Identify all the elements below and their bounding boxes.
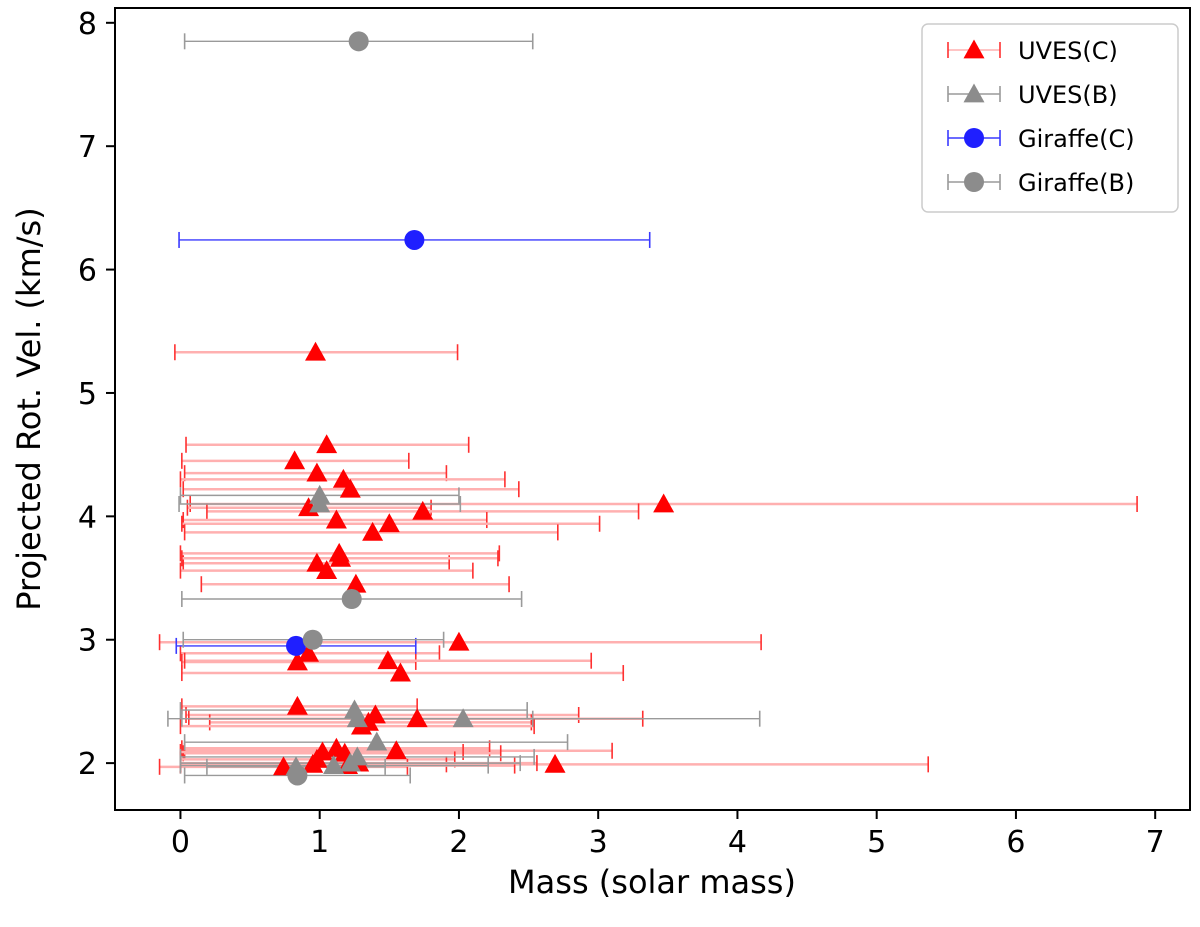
- data-point: [452, 708, 474, 728]
- data-point: [286, 695, 308, 715]
- y-tick-label: 3: [78, 624, 97, 659]
- data-point: [306, 552, 328, 572]
- x-axis-ticks: 0 1 2 3 4 5 6 7: [171, 810, 1165, 860]
- data-point: [341, 589, 362, 610]
- data-point: [298, 642, 320, 662]
- x-tick-label: 3: [589, 825, 608, 860]
- data-point: [406, 708, 428, 728]
- legend-marker: [964, 172, 984, 192]
- data-point: [404, 229, 425, 250]
- data-point: [377, 650, 399, 670]
- data-point: [378, 513, 400, 533]
- legend-marker: [963, 39, 985, 59]
- y-tick-label: 4: [78, 500, 97, 535]
- data-point: [286, 635, 307, 656]
- data-point: [339, 752, 361, 772]
- data-point: [345, 573, 367, 593]
- x-tick-label: 7: [1146, 825, 1165, 860]
- data-point: [316, 434, 338, 454]
- data-point: [325, 509, 347, 529]
- legend-marker: [964, 128, 984, 148]
- data-point: [309, 484, 331, 504]
- data-point: [323, 755, 345, 774]
- data-point: [287, 765, 308, 786]
- legend-label: Giraffe(B): [1018, 169, 1134, 197]
- data-point: [339, 478, 361, 498]
- x-tick-label: 4: [728, 825, 747, 860]
- x-tick-label: 2: [449, 825, 468, 860]
- data-point: [544, 753, 566, 773]
- data-point: [653, 493, 675, 513]
- x-tick-label: 6: [1006, 825, 1025, 860]
- data-markers: [272, 31, 675, 786]
- x-tick-label: 1: [310, 825, 329, 860]
- legend-label: Giraffe(C): [1018, 125, 1135, 153]
- data-point: [284, 450, 306, 470]
- legend-label: UVES(C): [1018, 37, 1118, 65]
- data-point: [389, 662, 411, 682]
- data-point: [302, 753, 324, 773]
- y-axis-label: Projected Rot. Vel. (km/s): [10, 207, 48, 610]
- x-tick-label: 0: [171, 825, 190, 860]
- data-point: [448, 631, 470, 651]
- plot-frame: [114, 7, 1191, 811]
- data-point: [316, 560, 338, 580]
- y-tick-label: 7: [78, 130, 97, 165]
- y-tick-label: 8: [78, 7, 97, 42]
- data-point: [306, 462, 328, 482]
- legend-box: [921, 23, 1179, 213]
- legend-marker: [963, 83, 985, 103]
- data-point: [412, 500, 434, 520]
- data-point: [366, 731, 388, 751]
- data-point: [286, 651, 308, 671]
- data-point: [362, 521, 384, 541]
- y-axis-ticks: 2 3 4 5 6 7 8: [78, 7, 115, 782]
- data-point: [346, 708, 368, 728]
- x-tick-label: 5: [867, 825, 886, 860]
- data-point: [385, 740, 407, 760]
- data-point: [305, 341, 327, 361]
- y-tick-label: 2: [78, 747, 97, 782]
- data-point: [348, 31, 369, 52]
- legend: UVES(C) UVES(B) Giraffe(C) Giraffe(B): [921, 23, 1179, 213]
- y-tick-label: 6: [78, 254, 97, 289]
- x-axis-label: Mass (solar mass): [508, 863, 796, 901]
- y-tick-label: 5: [78, 377, 97, 412]
- data-point: [302, 629, 323, 650]
- legend-label: UVES(B): [1018, 81, 1118, 109]
- data-point: [330, 547, 352, 567]
